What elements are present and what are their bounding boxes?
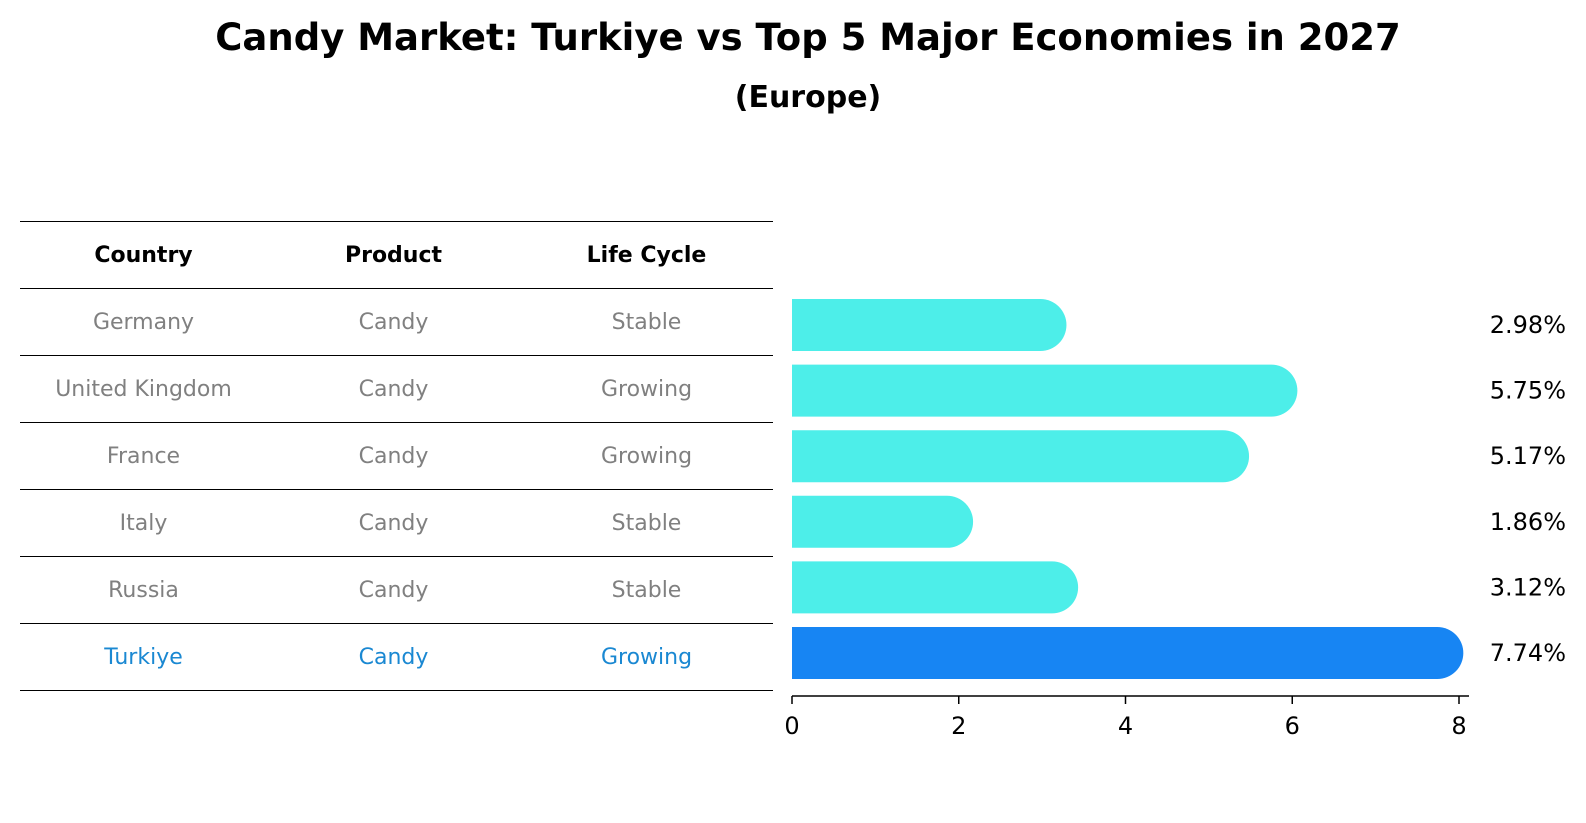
header-life-cycle: Life Cycle: [586, 242, 707, 268]
table-row: Italy Candy Stable: [20, 490, 773, 557]
cell-country: Russia: [108, 577, 179, 603]
bar: [792, 561, 1079, 614]
table-row-highlight: Turkiye Candy Growing: [20, 624, 773, 691]
cell-country: United Kingdom: [55, 376, 232, 402]
cell-product: Candy: [358, 644, 429, 670]
cell-country: Italy: [119, 510, 168, 536]
value-label: 2.98%: [1490, 311, 1566, 339]
cell-product: Candy: [358, 443, 429, 469]
bar: [792, 430, 1250, 483]
x-tick-label: 2: [951, 712, 966, 740]
cell-product: Candy: [358, 376, 429, 402]
cell-life-cycle: Stable: [611, 510, 682, 536]
cell-country: Turkiye: [104, 644, 183, 670]
bar: [792, 364, 1298, 417]
x-tick-label: 6: [1285, 712, 1300, 740]
table-header-row: Country Product Life Cycle: [20, 221, 773, 289]
header-product: Product: [344, 242, 443, 268]
cell-country: Germany: [92, 309, 195, 335]
cell-life-cycle: Stable: [611, 309, 682, 335]
table-row: Germany Candy Stable: [20, 289, 773, 356]
cell-life-cycle: Stable: [611, 577, 682, 603]
table-row: France Candy Growing: [20, 423, 773, 490]
value-label: 5.75%: [1490, 377, 1566, 405]
value-label: 3.12%: [1490, 573, 1566, 601]
x-tick-label: 4: [1118, 712, 1133, 740]
bar: [792, 495, 974, 548]
chart-subtitle: (Europe): [734, 80, 882, 115]
cell-life-cycle: Growing: [600, 644, 693, 670]
cell-life-cycle: Growing: [600, 443, 693, 469]
bar-highlight: [792, 627, 1464, 679]
value-label: 1.86%: [1490, 508, 1566, 536]
x-tick-label: 8: [1451, 712, 1466, 740]
header-country: Country: [94, 242, 193, 268]
value-label: 7.74%: [1490, 639, 1566, 667]
cell-product: Candy: [358, 309, 429, 335]
chart-title: Candy Market: Turkiye vs Top 5 Major Eco…: [215, 16, 1401, 59]
value-label: 5.17%: [1490, 442, 1566, 470]
table-row: United Kingdom Candy Growing: [20, 356, 773, 423]
table-row: Russia Candy Stable: [20, 557, 773, 624]
cell-country: France: [106, 443, 181, 469]
cell-product: Candy: [358, 510, 429, 536]
cell-product: Candy: [358, 577, 429, 603]
x-tick-label: 0: [784, 712, 799, 740]
bar: [792, 299, 1067, 351]
cell-life-cycle: Growing: [600, 376, 693, 402]
data-table: Country Product Life Cycle Germany Candy…: [20, 221, 773, 691]
